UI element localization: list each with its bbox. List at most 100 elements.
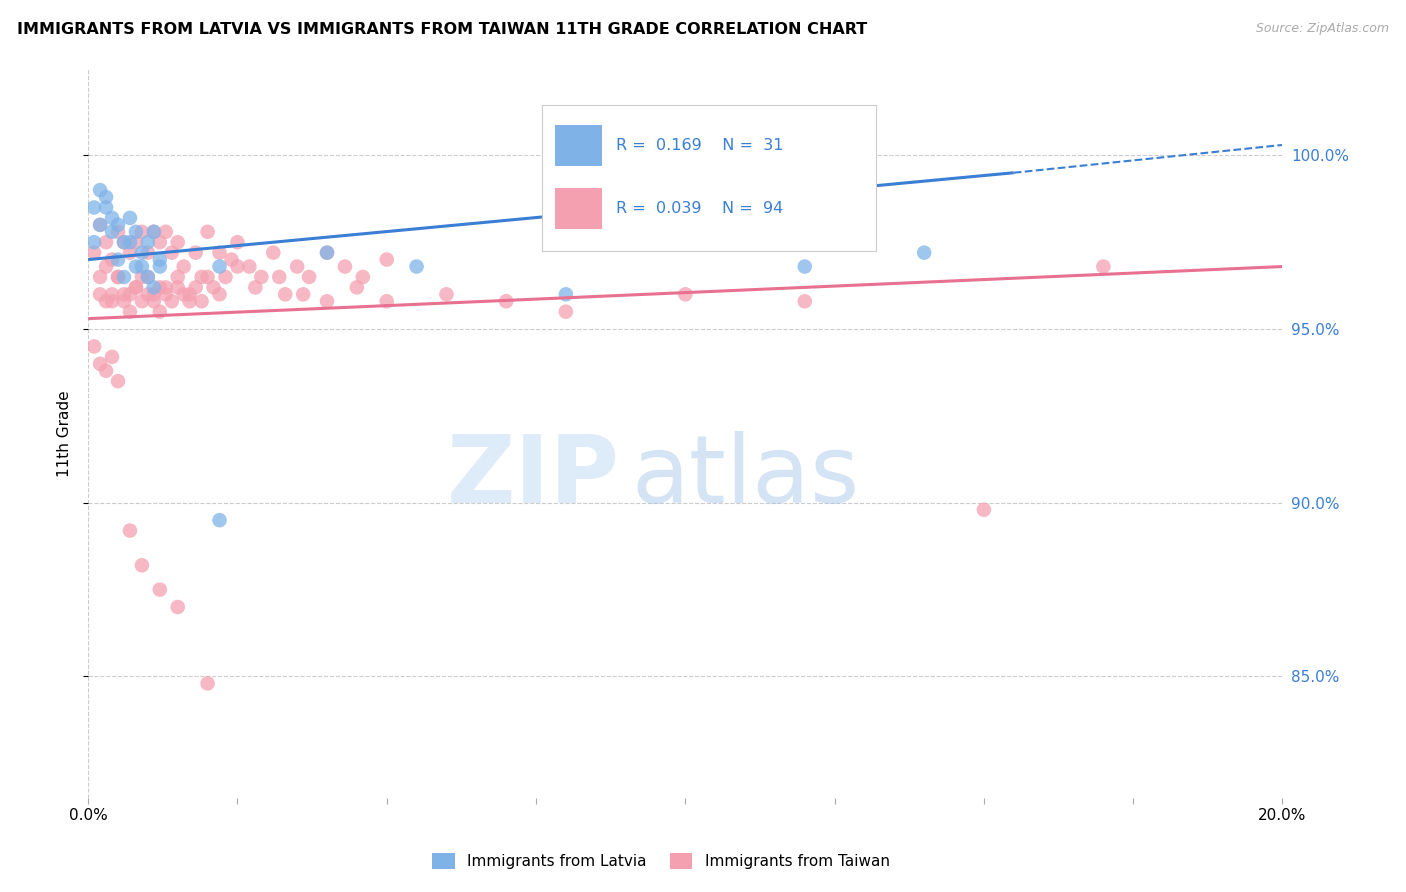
Point [136, 269, 159, 284]
Point [101, 225, 124, 239]
Point [101, 287, 124, 301]
Point [118, 524, 141, 538]
Point [136, 269, 159, 284]
Point [298, 269, 321, 284]
Point [112, 294, 135, 309]
Point [131, 294, 153, 309]
Point [118, 304, 141, 318]
Point [89, 218, 111, 232]
Point [101, 294, 124, 309]
Point [197, 676, 219, 690]
Point [131, 269, 153, 284]
Point [131, 558, 153, 573]
Point [118, 235, 141, 250]
Point [166, 599, 188, 614]
Point [912, 245, 935, 260]
Point [125, 225, 148, 239]
Point [142, 225, 165, 239]
Point [89, 357, 111, 371]
Point [94, 235, 117, 250]
Point [149, 304, 172, 318]
Point [94, 364, 117, 378]
Point [292, 287, 315, 301]
Point [101, 350, 124, 364]
Point [101, 252, 124, 267]
Y-axis label: 11th Grade: 11th Grade [58, 390, 72, 476]
Point [238, 260, 260, 274]
Point [221, 252, 243, 267]
Point [179, 287, 201, 301]
Point [118, 211, 141, 225]
Point [190, 269, 212, 284]
Point [149, 582, 172, 597]
Legend: Immigrants from Latvia, Immigrants from Taiwan: Immigrants from Latvia, Immigrants from … [426, 847, 896, 875]
Point [405, 260, 427, 274]
Point [89, 287, 111, 301]
Point [202, 280, 225, 294]
Point [112, 287, 135, 301]
Point [94, 201, 117, 215]
Point [208, 513, 231, 527]
Point [112, 235, 135, 250]
Point [107, 269, 129, 284]
Point [94, 260, 117, 274]
Point [131, 225, 153, 239]
Point [107, 374, 129, 388]
Point [208, 260, 231, 274]
Point [226, 235, 249, 250]
Point [554, 304, 576, 318]
Point [136, 287, 159, 301]
Point [83, 245, 105, 260]
Point [352, 269, 374, 284]
Point [149, 235, 172, 250]
Point [155, 287, 177, 301]
Point [94, 190, 117, 204]
Point [346, 280, 368, 294]
Point [107, 252, 129, 267]
Text: Source: ZipAtlas.com: Source: ZipAtlas.com [1256, 22, 1389, 36]
Point [101, 211, 124, 225]
Point [160, 245, 183, 260]
Point [149, 280, 172, 294]
Point [149, 260, 172, 274]
Point [112, 269, 135, 284]
Point [155, 280, 177, 294]
Point [83, 235, 105, 250]
Point [184, 280, 207, 294]
Point [149, 252, 172, 267]
Point [285, 260, 308, 274]
Point [166, 280, 188, 294]
Point [125, 260, 148, 274]
Point [107, 269, 129, 284]
Point [190, 294, 212, 309]
Point [142, 294, 165, 309]
Point [166, 235, 188, 250]
Point [316, 294, 339, 309]
Point [673, 287, 696, 301]
Point [316, 245, 339, 260]
Point [131, 245, 153, 260]
Point [142, 280, 165, 294]
Point [83, 339, 105, 353]
Point [94, 294, 117, 309]
Point [274, 287, 297, 301]
Point [262, 245, 284, 260]
Point [375, 252, 398, 267]
Point [136, 245, 159, 260]
Point [136, 235, 159, 250]
Point [125, 235, 148, 250]
Point [214, 269, 236, 284]
Point [333, 260, 356, 274]
Point [226, 260, 249, 274]
Point [89, 218, 111, 232]
Text: atlas: atlas [631, 431, 860, 523]
Point [118, 245, 141, 260]
Point [142, 225, 165, 239]
Point [173, 260, 195, 274]
Point [208, 245, 231, 260]
Point [107, 225, 129, 239]
Text: ZIP: ZIP [447, 431, 620, 523]
Point [179, 294, 201, 309]
Point [118, 287, 141, 301]
Point [83, 201, 105, 215]
